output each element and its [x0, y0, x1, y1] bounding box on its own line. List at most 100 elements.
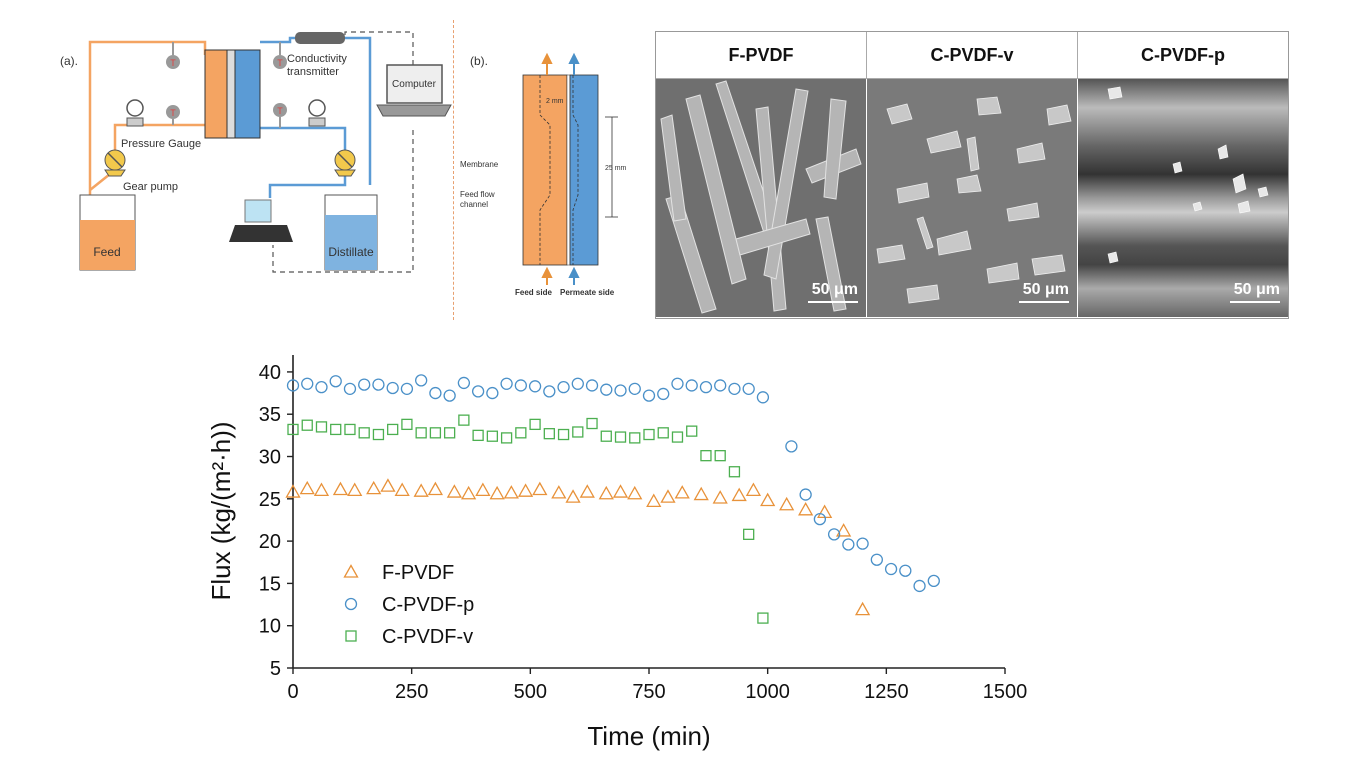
data-point: [358, 427, 370, 439]
x-tick-label: 0: [287, 681, 298, 703]
data-point: [700, 450, 712, 462]
svg-text:Pressure Gauge: Pressure Gauge: [121, 138, 201, 150]
data-point: [286, 379, 300, 392]
computer-icon: Computer: [376, 64, 452, 117]
series-f-pvdf: [285, 478, 871, 616]
data-point: [686, 425, 698, 437]
data-point: [287, 423, 299, 436]
scale-bar-label: 50 μm: [1233, 281, 1280, 298]
data-point: [285, 484, 301, 498]
data-point: [643, 428, 655, 441]
y-tick-label: 25: [259, 489, 281, 511]
data-point: [515, 427, 527, 439]
data-point: [757, 612, 769, 624]
x-axis-label: Time (min): [587, 721, 710, 751]
panel-a-label: (a).: [60, 54, 78, 68]
svg-text:Feed: Feed: [93, 245, 120, 259]
data-point: [443, 389, 456, 402]
legend-label: F-PVDF: [382, 562, 454, 584]
svg-text:T: T: [170, 108, 176, 118]
data-point: [646, 493, 662, 507]
membrane-module-diagram: (b). 2 mm 25 mm Membrane Feed flow chann…: [460, 52, 627, 297]
data-point: [387, 423, 399, 436]
data-point: [458, 414, 470, 426]
data-point: [614, 431, 627, 443]
feed-tank: Feed: [79, 194, 136, 271]
gear-pump-icon: [334, 149, 356, 177]
data-point: [489, 485, 505, 500]
data-point: [528, 380, 542, 393]
data-point: [760, 492, 776, 507]
thermometer-icon: T: [273, 42, 287, 69]
data-point: [372, 428, 385, 441]
svg-text:Membrane: Membrane: [460, 160, 499, 169]
y-tick-label: 15: [259, 573, 281, 595]
data-point: [572, 426, 584, 438]
svg-text:T: T: [170, 58, 176, 68]
data-point: [313, 482, 330, 497]
data-point: [401, 418, 413, 431]
data-point: [614, 384, 627, 397]
data-point: [386, 381, 399, 395]
data-point: [299, 480, 315, 495]
data-point: [400, 382, 414, 395]
data-point: [813, 512, 827, 526]
data-point: [628, 382, 641, 395]
data-point: [714, 450, 726, 462]
md-setup-schematic: (a). T T T T Conductivity transmitter: [60, 31, 452, 273]
scale-bar: [1019, 301, 1069, 303]
data-point: [842, 538, 855, 551]
svg-text:Gear pump: Gear pump: [123, 181, 178, 193]
svg-text:Feed flow: Feed flow: [460, 190, 495, 199]
data-point: [586, 417, 598, 430]
data-point: [532, 481, 548, 496]
distillate-tank: Distillate: [324, 194, 378, 271]
data-point: [517, 483, 534, 497]
y-tick-label: 10: [259, 616, 281, 638]
data-point: [743, 528, 755, 540]
sem-image-c-pvdf-v: 50 μm: [867, 79, 1077, 317]
data-point: [415, 374, 428, 387]
data-point: [557, 380, 570, 394]
data-point: [330, 423, 342, 436]
data-point: [457, 376, 471, 390]
svg-text:25 mm: 25 mm: [605, 165, 627, 172]
data-point: [728, 382, 741, 395]
data-point: [699, 380, 713, 394]
data-point: [443, 427, 456, 439]
data-point: [600, 383, 613, 396]
data-point: [429, 386, 442, 400]
svg-text:Computer: Computer: [392, 79, 437, 90]
data-point: [671, 431, 684, 443]
legend-item-f-pvdf: F-PVDF: [343, 562, 454, 584]
svg-text:2 mm: 2 mm: [546, 98, 564, 105]
x-tick-label: 750: [632, 681, 665, 703]
data-point: [372, 378, 385, 391]
data-point: [415, 427, 427, 439]
series-c-pvdf-p: [286, 374, 940, 593]
data-point: [913, 579, 926, 593]
data-point: [657, 387, 670, 401]
svg-text:channel: channel: [460, 200, 488, 209]
data-point: [543, 385, 556, 398]
pressure-gauge-icon: [126, 99, 144, 127]
data-point: [394, 482, 410, 497]
data-point: [429, 427, 442, 439]
data-point: [884, 562, 898, 576]
data-point: [627, 485, 643, 500]
gear-pump-icon: [104, 149, 126, 177]
data-point: [835, 523, 852, 537]
data-point: [486, 430, 499, 442]
data-point: [600, 430, 612, 442]
legend-label: C-PVDF-v: [382, 626, 473, 648]
sem-image-f-pvdf: 50 μm: [656, 79, 866, 317]
data-point: [358, 378, 371, 391]
legend-item-c-pvdf-v: C-PVDF-v: [345, 626, 473, 648]
data-point: [500, 432, 513, 444]
balance-icon: [229, 199, 293, 242]
data-point: [799, 488, 812, 501]
panel-b-label: (b).: [470, 54, 488, 68]
legend-marker: [344, 597, 358, 611]
thermometer-icon: T: [273, 103, 287, 128]
data-point: [557, 428, 570, 441]
